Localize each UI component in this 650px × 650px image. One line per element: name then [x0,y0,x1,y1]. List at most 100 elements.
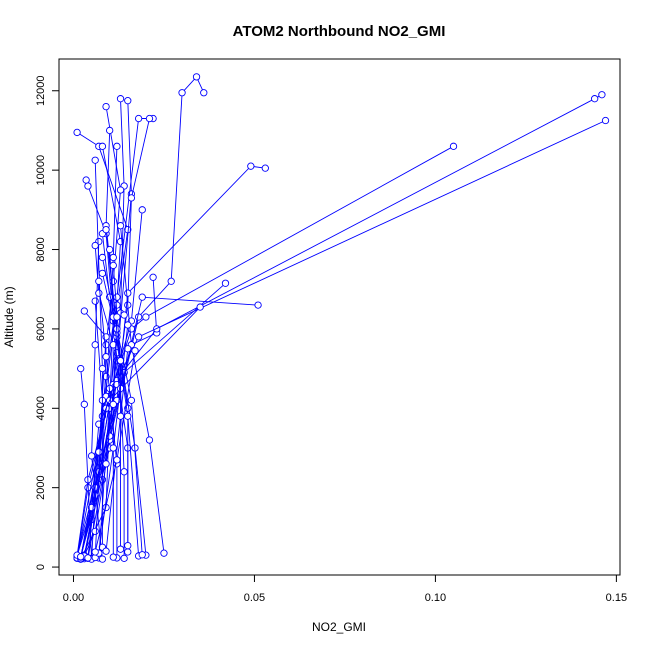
data-point [178,89,186,97]
data-point [116,545,125,553]
y-tick-label: 10000 [35,155,47,186]
data-point [138,293,146,301]
profile-series [91,347,139,556]
data-point [200,89,208,97]
data-point [102,226,110,234]
data-point [138,206,146,214]
data-point [84,554,92,562]
data-point [98,269,107,277]
profile-series [98,253,146,559]
data-point [196,303,204,311]
data-point [73,128,81,137]
data-point [120,311,128,319]
data-point [192,73,201,81]
data-point [77,364,85,373]
x-tick-label: 0.15 [606,592,627,604]
y-axis: 0 2000 4000 6000 8000 10000 12000 [35,75,60,570]
data-point [95,448,103,456]
x-axis: 0.00 0.05 0.10 0.15 [63,574,627,604]
data-point [120,554,128,562]
data-point [598,91,606,99]
data-point [116,222,125,230]
series-layer [73,73,610,563]
x-tick-label: 0.00 [63,592,84,604]
profile-series [109,261,125,553]
data-point [80,307,88,315]
data-point [160,549,168,557]
data-point [77,553,85,561]
y-axis-label: Altitude (m) [2,286,16,347]
data-point [91,527,99,535]
x-tick-label: 0.05 [244,592,265,604]
data-point [113,313,121,321]
data-point [91,297,99,305]
data-point [124,321,132,329]
data-point [98,555,107,563]
data-point [91,241,99,250]
data-point [106,126,114,135]
y-tick-label: 6000 [35,317,47,341]
data-point [116,186,125,194]
data-point [113,456,121,464]
data-point [134,114,143,123]
data-point [109,400,117,408]
profile-series [116,222,168,557]
data-point [134,333,143,341]
data-point [102,547,110,555]
data-point [601,116,610,125]
y-tick-label: 8000 [35,237,47,261]
data-point [102,353,110,361]
data-point [127,396,136,405]
data-point [124,412,132,420]
y-tick-label: 2000 [35,475,47,499]
data-point [98,253,107,262]
data-point [221,279,230,287]
x-tick-label: 0.10 [425,592,446,604]
data-point [116,357,125,365]
profile-series [102,345,132,555]
data-point [124,97,132,105]
data-point [109,253,117,262]
profile-series [91,156,107,551]
data-point [254,301,262,309]
x-axis-label: NO2_GMI [312,620,366,634]
data-point [145,436,154,444]
data-point [134,313,143,321]
y-tick-label: 4000 [35,396,47,420]
data-point [131,347,139,355]
data-point [98,142,107,150]
series-line [120,225,165,554]
series-line [101,257,143,555]
data-point [149,273,157,281]
data-point [109,341,117,349]
data-point [80,400,88,408]
chart-title: ATOM2 Northbound NO2_GMI [233,23,446,40]
data-point [145,114,154,123]
data-point [120,468,128,476]
data-point [106,245,114,254]
data-point [95,289,103,297]
data-point [449,142,458,150]
data-point [124,541,132,550]
data-point [95,277,103,285]
data-point [167,277,175,285]
y-tick-label: 0 [35,564,47,570]
data-point [127,194,136,202]
data-point [91,156,99,164]
data-point [82,176,90,184]
data-point [138,551,146,559]
data-point [153,325,161,333]
series-line [87,106,121,558]
data-point [591,95,599,103]
data-point [124,289,132,297]
data-point [84,182,92,190]
data-point [98,364,107,373]
data-point [102,102,110,111]
data-point [142,313,150,321]
data-point [113,142,121,150]
data-point [91,341,99,349]
data-point [109,261,117,270]
data-point [124,548,132,556]
data-point [109,444,117,452]
